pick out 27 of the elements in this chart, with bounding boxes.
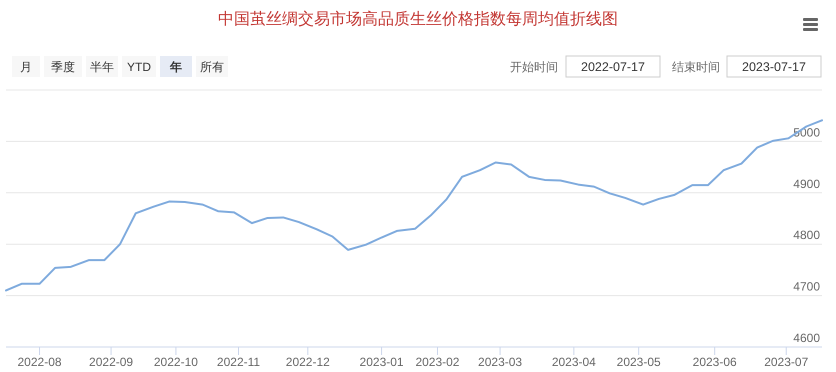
x-tick-label: 2022-09 (89, 355, 134, 369)
range-button: 所有 (196, 56, 228, 77)
range-button: 月 (12, 56, 40, 77)
x-tick-label: 2022-11 (216, 355, 260, 369)
x-tick-label: 2022-08 (18, 355, 62, 369)
x-tick-label: 2023-07 (764, 355, 809, 369)
y-tick-label: 4600 (793, 331, 820, 345)
chart-title: 中国茧丝绸交易市场高品质生丝价格指数每周均值折线图 (218, 10, 618, 28)
x-tick-label: 2022-10 (154, 355, 198, 369)
y-tick-label: 4900 (793, 176, 820, 191)
text: 2023-07-17 (742, 60, 806, 74)
text: 开始时间 (510, 60, 558, 74)
y-tick-label: 4700 (793, 280, 820, 294)
x-tick-label: 2023-03 (478, 355, 522, 369)
range-button: YTD (122, 56, 156, 77)
text: 2022-07-17 (581, 60, 646, 74)
range-button: 季度 (44, 56, 82, 77)
x-tick-label: 2023-05 (616, 355, 662, 369)
y-tick-label: 4800 (793, 228, 820, 242)
range-button: 半年 (86, 56, 118, 77)
x-tick-label: 2023-04 (552, 355, 596, 369)
text: 结束时间 (672, 60, 720, 74)
x-tick-label: 2023-02 (415, 355, 460, 369)
range-button: 年 (160, 56, 192, 77)
x-tick-label: 2023-01 (360, 355, 404, 369)
x-tick-label: 2023-06 (692, 355, 738, 369)
x-tick-label: 2022-12 (286, 355, 330, 369)
